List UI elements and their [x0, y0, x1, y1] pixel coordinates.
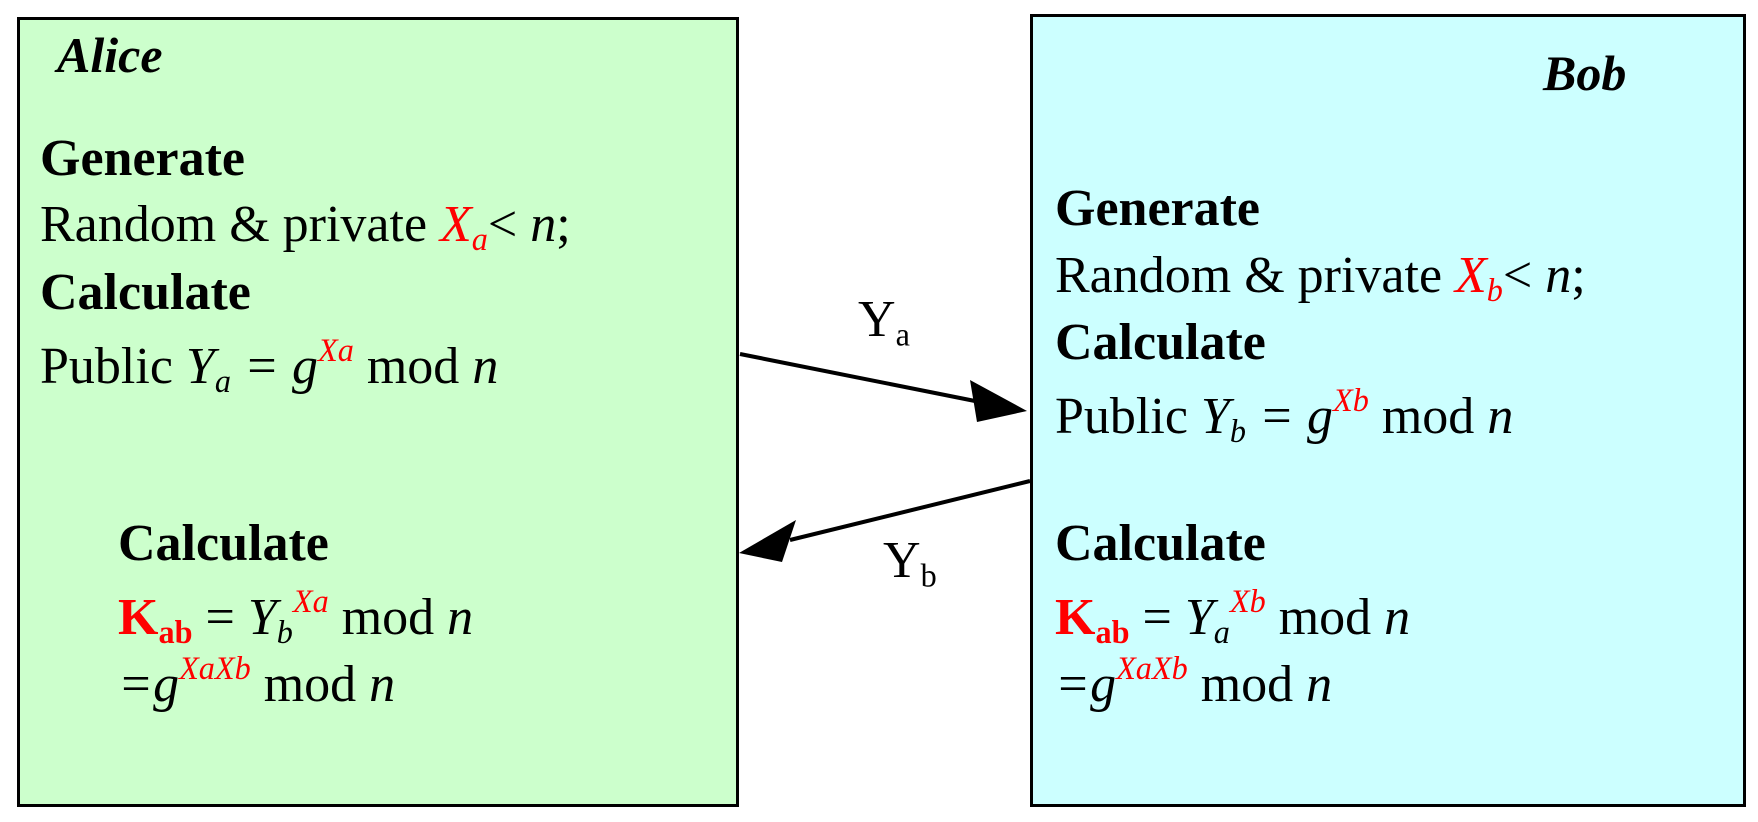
bob-key-equals: = [1129, 588, 1185, 646]
alice-key-mod: mod [328, 588, 448, 646]
alice-key-heading: Calculate [118, 515, 329, 572]
alice-shared-n: n [369, 655, 396, 713]
alice-key-line: Kab = YbXa mod n [118, 585, 473, 648]
alice-n: n [530, 196, 557, 253]
bob-key-line: Kab = YaXb mod n [1055, 585, 1410, 648]
alice-key-n: n [447, 588, 474, 646]
bob-n: n [1545, 247, 1572, 304]
bob-key-mod: mod [1265, 588, 1385, 646]
bob-generate-heading: Generate [1055, 180, 1261, 237]
alice-private-var: Xa [440, 196, 488, 258]
alice-shared-exp: XaXb [179, 650, 251, 686]
bob-random-text: Random & private [1055, 247, 1456, 304]
alice-name: Alice [57, 27, 163, 83]
arrow-bob-to-alice [739, 479, 1031, 562]
bob-private-var: Xb [1455, 247, 1503, 309]
bob-key-exp: Xb [1229, 583, 1266, 619]
alice-calculate-heading: Calculate [40, 264, 251, 321]
bob-calculate-heading: Calculate [1055, 314, 1266, 371]
alice-key-exp: Xa [292, 583, 329, 619]
arrow-label-ya: Ya [858, 291, 910, 353]
alice-less-than: < [487, 196, 531, 253]
bob-less-than: < [1502, 247, 1546, 304]
alice-shared-mod: mod [250, 655, 370, 713]
alice-public-text: Public [40, 337, 186, 395]
alice-semicolon: ; [556, 196, 571, 253]
alice-key-k: Kab [118, 588, 193, 650]
alice-public-line: Public Ya = gXa mod n [40, 334, 498, 397]
alice-public-exp: Xa [318, 332, 354, 368]
bob-key-n: n [1384, 588, 1411, 646]
alice-private-line: Random & private Xa< n; [40, 196, 571, 258]
bob-shared-n: n [1306, 655, 1333, 713]
alice-panel [17, 17, 739, 807]
bob-public-exp: Xb [1333, 382, 1369, 418]
bob-key-heading: Calculate [1055, 515, 1266, 572]
bob-public-n: n [1487, 387, 1514, 445]
bob-public-line: Public Yb = gXb mod n [1055, 384, 1513, 447]
bob-public-var: Yb [1200, 387, 1246, 449]
alice-public-n: n [472, 337, 499, 395]
bob-semicolon: ; [1571, 247, 1586, 304]
alice-key-equals: = [192, 588, 248, 646]
bob-shared-eq: =g [1055, 655, 1117, 713]
bob-equals-g: = g [1245, 387, 1334, 445]
alice-equals-g: = g [230, 337, 319, 395]
bob-mod-text: mod [1368, 387, 1488, 445]
arrow-head-to-alice [739, 520, 796, 562]
bob-shared-line: =gXaXb mod n [1055, 652, 1332, 711]
bob-shared-exp: XaXb [1116, 650, 1188, 686]
bob-public-text: Public [1055, 387, 1201, 445]
alice-public-var: Ya [185, 337, 231, 399]
arrow-alice-to-bob [739, 352, 1027, 422]
arrow-label-yb: Yb [883, 532, 937, 594]
alice-generate-heading: Generate [40, 130, 246, 187]
alice-shared-line: =gXaXb mod n [118, 652, 395, 711]
alice-shared-eq: =g [118, 655, 180, 713]
alice-random-text: Random & private [40, 196, 441, 253]
bob-panel [1030, 14, 1746, 807]
bob-name: Bob [1543, 45, 1627, 101]
bob-private-line: Random & private Xb< n; [1055, 247, 1586, 309]
bob-key-base: Ya [1184, 588, 1230, 650]
alice-mod-text: mod [353, 337, 473, 395]
alice-key-base: Yb [247, 588, 293, 650]
arrow-head-to-bob [970, 380, 1027, 422]
bob-shared-mod: mod [1187, 655, 1307, 713]
bob-key-k: Kab [1055, 588, 1130, 650]
